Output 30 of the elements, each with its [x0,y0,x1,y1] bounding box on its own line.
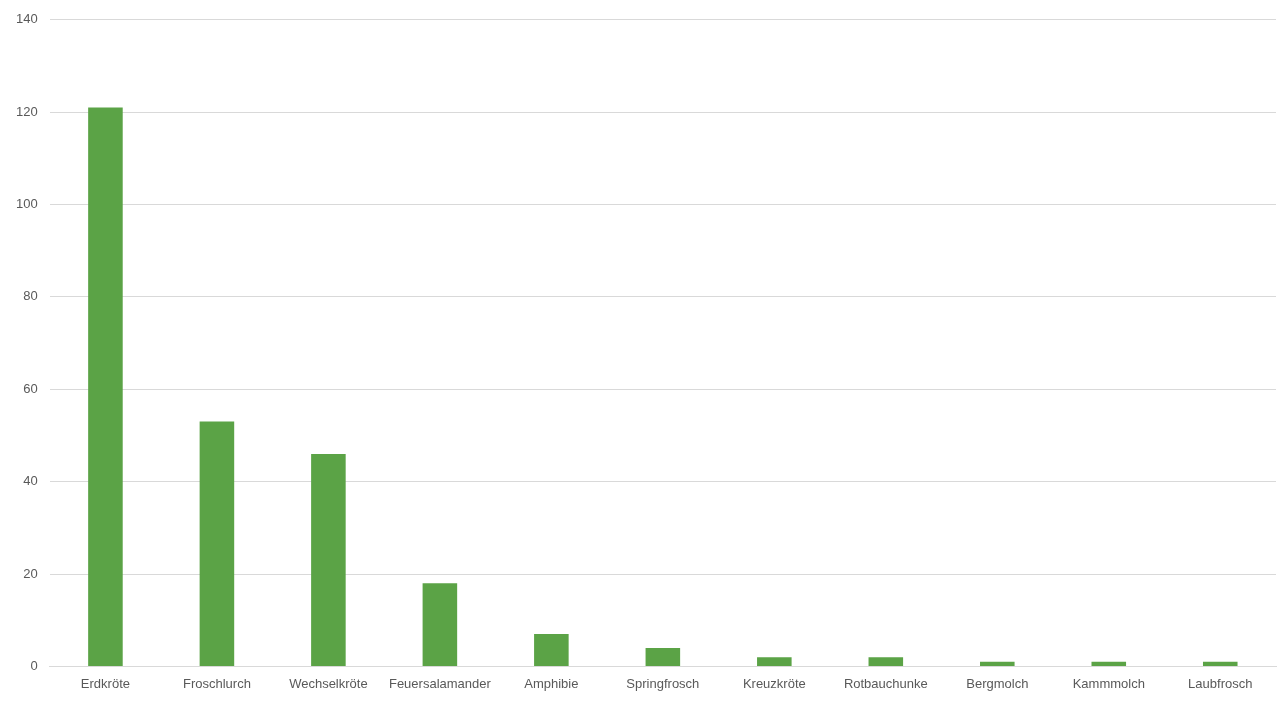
x-tick-label: Kreuzkröte [742,675,806,691]
bar [1202,661,1238,666]
x-tick-label: Froschlurch [182,675,251,691]
x-tick-label: Bergmolch [966,675,1029,691]
x-tick-label: Rotbauchunke [843,675,928,691]
x-tick-label: Erdkröte [80,675,130,691]
y-tick-label: 20 [23,565,38,581]
y-tick-label: 80 [23,288,38,304]
y-tick-label: 60 [23,380,38,396]
x-tick-label: Kammmolch [1072,675,1145,691]
bar [311,453,346,666]
y-tick-label: 120 [15,103,38,119]
bar [199,421,235,666]
bar [422,583,458,666]
bar [757,657,792,666]
bar [645,647,681,666]
bar [980,661,1015,666]
y-tick-label: 0 [30,657,38,673]
bar [868,657,904,666]
x-tick-label: Wechselkröte [289,675,368,691]
x-tick-label: Amphibie [524,675,579,691]
x-tick-label: Springfrosch [626,675,700,691]
bar [1091,661,1127,666]
bar [534,634,569,666]
y-tick-label: 140 [15,11,38,27]
y-tick-label: 100 [15,196,38,212]
x-tick-label: Feuersalamander [388,675,492,691]
y-tick-label: 40 [23,473,38,489]
bar [88,107,123,666]
x-tick-label: Laubfrosch [1188,675,1253,691]
